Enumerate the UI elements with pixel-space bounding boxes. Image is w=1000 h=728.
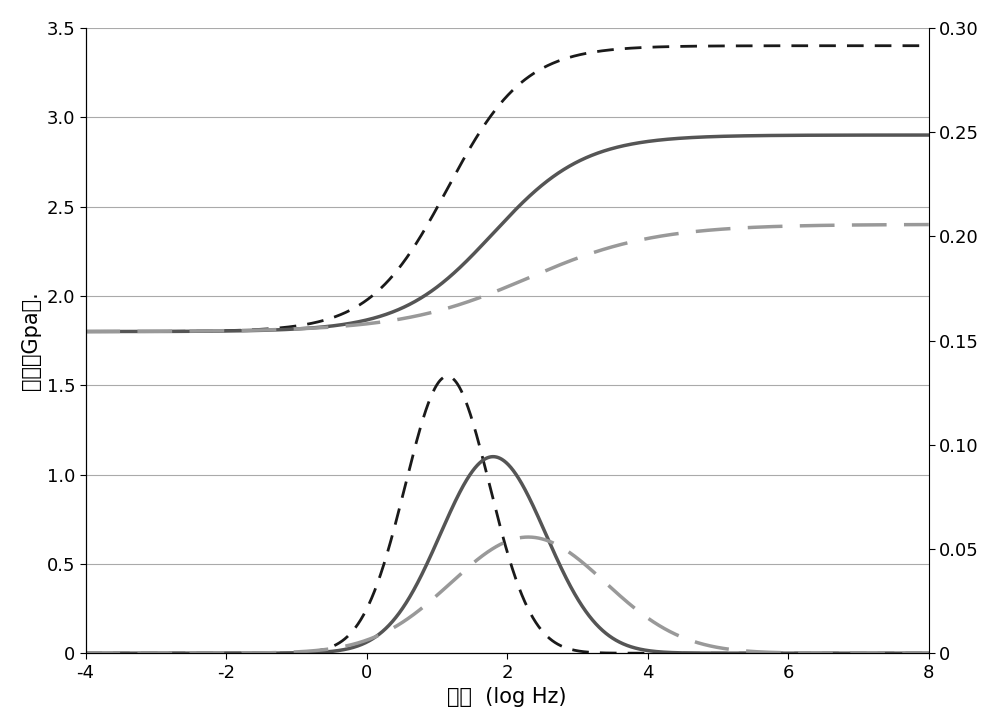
X-axis label: 频率  (log Hz): 频率 (log Hz) xyxy=(447,687,567,707)
Y-axis label: 模量（Gpa）.: 模量（Gpa）. xyxy=(21,291,41,390)
